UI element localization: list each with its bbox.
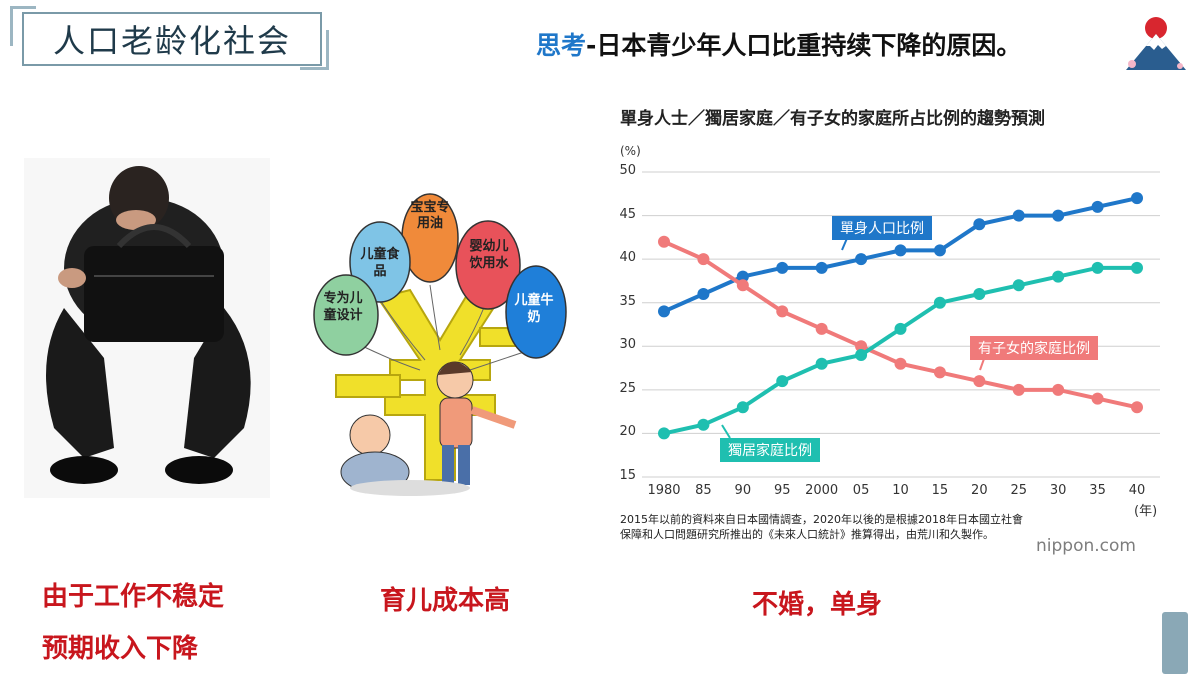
x-tick-label: 40 [1128,483,1146,498]
reason-1-line1: 由于工作不稳定 [42,582,225,612]
x-tick-label: 05 [852,483,870,498]
source-logo: nippon.com [1036,536,1136,556]
balloon-label: 婴幼儿饮用水 [469,239,509,271]
balloon-label: 儿童食品 [360,247,400,279]
x-axis-unit: (年) [1134,504,1158,519]
series-label-family: 有子女的家庭比例 [970,336,1098,360]
data-point [973,288,986,300]
x-tick-label: 35 [1089,483,1106,498]
x-tick-label: 20 [971,483,988,498]
frame-line [10,6,13,46]
x-tick-label: 1980 [647,483,681,498]
y-tick-label: 20 [619,424,636,440]
data-point [697,288,710,300]
data-point [1131,401,1143,414]
data-point [1091,261,1104,274]
worried-businessman-illustration [24,158,270,498]
data-point [815,261,828,274]
data-point [1091,200,1104,213]
data-point [736,401,749,414]
data-point [855,340,868,353]
frame-line [300,67,329,70]
data-point [658,305,670,318]
data-point [855,253,868,266]
headline-text: -日本青少年人口比重持续下降的原因。 [586,31,1022,60]
data-point [1091,392,1104,405]
data-point [736,270,749,283]
balloon [313,274,379,356]
data-point [776,261,789,274]
data-point [736,279,749,292]
chart-footnote: 2015年以前的資料來自日本國情調查，2020年以後的是根據2018年日本國立社… [620,513,1023,541]
mount-fuji-logo [1126,17,1186,70]
childcare-cost-illustration [313,193,567,496]
balloon-label: 宝宝专用油 [410,200,450,231]
data-point [1131,192,1143,205]
data-point [1131,261,1143,274]
data-point [815,322,828,335]
x-tick-label: 25 [1010,483,1028,498]
reason-1-line2: 预期收入下降 [42,634,199,664]
reason-2: 育儿成本高 [380,586,511,616]
y-tick-label: 25 [619,380,636,396]
balloon-label: 儿童牛奶 [514,293,554,325]
data-point [855,349,868,361]
x-tick-label: 85 [695,483,712,498]
baby-figure [340,414,470,496]
data-point [894,322,907,335]
source-name: nippon.com [1036,536,1136,556]
frame-line [326,30,329,70]
parent-figure [436,361,517,485]
data-point [658,427,670,440]
x-tick-label: 90 [734,483,752,498]
section-title: 人口老龄化社会 [52,22,291,60]
y-tick-label: 45 [619,206,636,222]
data-point [1012,209,1025,222]
y-tick-label: 50 [619,163,636,178]
data-point [1052,383,1065,396]
reason-3: 不婚，单身 [752,590,883,620]
data-point [1052,270,1065,283]
y-axis-unit: (%) [620,144,641,158]
data-point [776,375,789,388]
y-tick-label: 35 [619,293,636,309]
series-label-single: 單身人口比例 [832,216,932,240]
chart-title: 單身人士／獨居家庭／有子女的家庭所占比例的趨勢預測 [620,109,1045,129]
series-label-alone: 獨居家庭比例 [720,438,820,462]
data-point [697,418,710,431]
page-side-tab[interactable] [1162,612,1188,674]
data-point [933,296,946,309]
headline: 思考-日本青少年人口比重持续下降的原因。 [536,26,1021,62]
y-tick-label: 15 [619,468,636,483]
data-point [1012,279,1025,292]
data-point [933,244,946,257]
data-point [973,218,986,231]
data-point [1052,209,1065,222]
balloon [505,265,567,359]
data-point [815,357,828,370]
x-tick-label: 30 [1049,483,1067,498]
section-title-box: 人口老龄化社会 [22,12,322,66]
x-tick-label: 15 [931,483,949,498]
data-point [1012,383,1025,396]
data-point [933,366,946,379]
data-point [894,244,907,257]
y-tick-label: 30 [619,337,636,353]
data-point [697,253,710,266]
callout-pointer [721,424,731,439]
x-tick-label: 10 [892,483,909,498]
data-point [894,357,907,370]
balloon-label: 专为儿童设计 [323,291,363,323]
data-point [658,235,670,248]
balloon [455,220,521,310]
y-tick-label: 40 [619,250,636,266]
x-tick-label: 95 [773,483,791,498]
data-point [776,305,789,318]
frame-line [10,6,36,9]
headline-prefix: 思考 [536,31,587,60]
x-tick-label: 2000 [805,483,839,498]
data-point [973,375,986,388]
